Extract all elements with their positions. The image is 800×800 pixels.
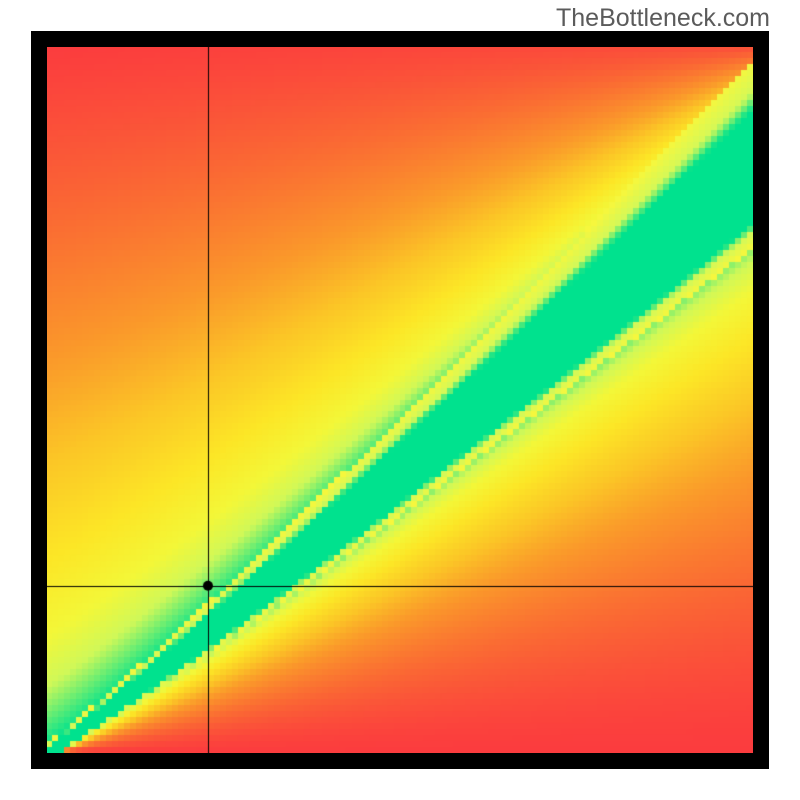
watermark-text: TheBottleneck.com xyxy=(556,4,770,33)
chart-container: { "canvas": { "width": 800, "height": 80… xyxy=(0,0,800,800)
outer-frame xyxy=(31,31,769,769)
